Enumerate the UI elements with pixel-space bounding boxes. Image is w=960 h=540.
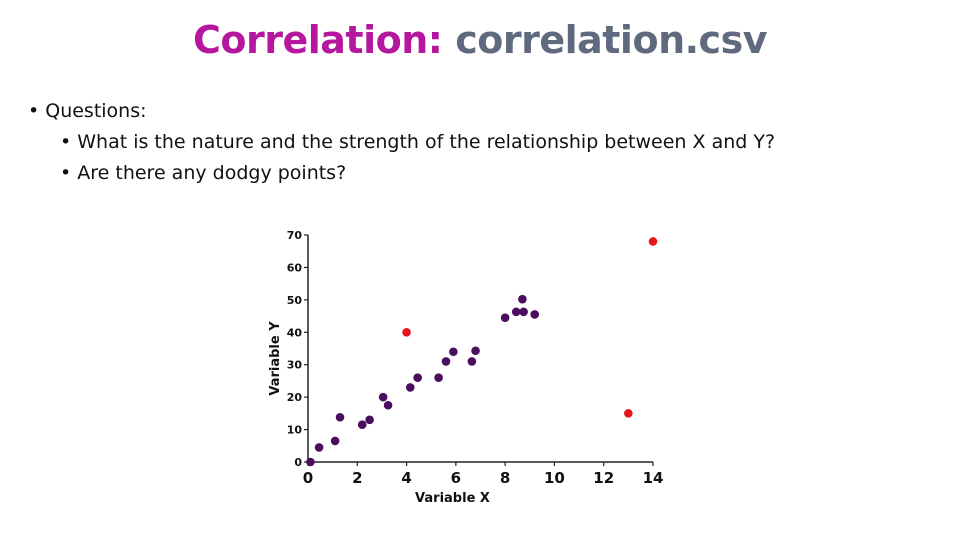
y-tick-label: 0 [294, 456, 302, 469]
y-tick-label: 60 [287, 261, 303, 274]
data-point [500, 313, 510, 322]
outlier-point [648, 237, 658, 246]
data-point [357, 420, 367, 430]
data-point [314, 443, 324, 452]
x-tick-label: 10 [544, 469, 565, 487]
data-point [413, 373, 422, 382]
data-point [383, 400, 393, 410]
data-point [306, 457, 315, 467]
outlier-point [624, 409, 633, 418]
scatter-chart-svg: 0 2 4 6 8 10 12 14 0 10 20 30 40 50 60 70 Variable X Vari… [268, 229, 664, 506]
data-point [511, 307, 521, 317]
x-axis-label: Variable X [415, 491, 490, 506]
data-point [434, 373, 443, 382]
y-tick-label: 40 [287, 326, 303, 339]
data-point [365, 415, 374, 425]
x-tick-label: 14 [643, 469, 664, 487]
x-tick-label: 8 [500, 469, 510, 487]
outlier-point [402, 327, 411, 337]
question-item-strength: • What is the nature and the strength of… [60, 131, 776, 153]
y-axis-label: Variable Y [268, 321, 283, 396]
data-point [519, 307, 528, 317]
slide-title-filename: correlation.csv [455, 18, 767, 62]
y-tick-label: 10 [287, 424, 303, 437]
slide-title: Correlation: correlation.csv [0, 18, 960, 62]
data-point [335, 412, 345, 422]
data-point [441, 357, 451, 366]
x-tick-label: 4 [401, 469, 411, 487]
questions-heading: • Questions: [28, 100, 147, 122]
data-point [405, 383, 415, 392]
x-tick-label: 12 [593, 469, 614, 487]
data-point [530, 310, 540, 319]
y-tick-label: 30 [287, 359, 303, 372]
y-tick-label: 50 [287, 294, 303, 307]
x-tick-label: 2 [352, 469, 362, 487]
question-item-dodgy: • Are there any dodgy points? [60, 162, 347, 184]
slide-title-prefix: Correlation: [193, 18, 443, 62]
data-point [330, 436, 340, 446]
data-point [518, 294, 527, 304]
x-tick-label: 6 [451, 469, 461, 487]
data-point [471, 346, 480, 356]
x-tick-label: 0 [303, 469, 313, 487]
questions-list: • Questions: • What is the nature and th… [28, 96, 775, 189]
y-tick-label: 20 [287, 391, 303, 404]
scatter-chart: 0 2 4 6 8 10 12 14 0 10 20 30 40 50 60 70 Variable X Vari… [260, 215, 680, 515]
data-point [449, 347, 458, 357]
data-point [378, 392, 388, 402]
data-point [467, 357, 477, 366]
y-tick-label: 70 [287, 229, 303, 242]
